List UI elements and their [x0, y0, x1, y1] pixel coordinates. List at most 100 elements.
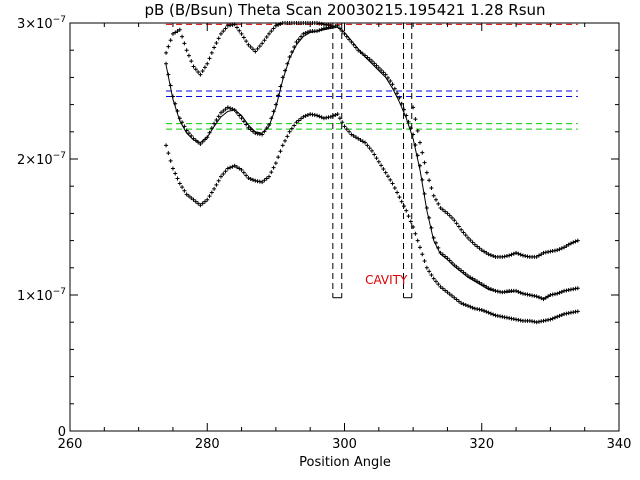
lower-point-38	[424, 265, 429, 270]
lower-point-29	[363, 140, 368, 145]
data-point-45	[472, 278, 477, 283]
plot-frame	[69, 22, 620, 432]
lower-point-26-1	[344, 127, 349, 132]
data-point-37-2	[422, 191, 427, 196]
upper-point-43	[534, 254, 539, 259]
lower-point-14-1	[262, 178, 267, 183]
lower-point-4-2	[196, 201, 201, 206]
lower-point-17	[280, 143, 285, 148]
x-tick-label-4: 340	[607, 437, 632, 452]
lower-point-14-2	[264, 176, 269, 181]
data-point-57-2	[559, 289, 564, 294]
lower-point-56-1	[550, 316, 555, 321]
upper-point-30	[445, 211, 450, 216]
data-point-41-1	[447, 258, 452, 263]
lower-point-15-2	[271, 165, 276, 170]
upper-point-12-1	[248, 45, 253, 50]
lower-point-3-1	[186, 194, 191, 199]
upper-point-34	[472, 242, 477, 247]
lower-point-56	[548, 317, 553, 322]
data-point-4	[191, 136, 196, 141]
lower-point-8	[218, 174, 223, 179]
data-point-6	[205, 135, 210, 140]
lower-point-40-1	[440, 286, 445, 291]
data-point-1-2	[175, 108, 180, 113]
data-point-54	[534, 294, 539, 299]
data-point-11-2	[244, 122, 249, 127]
data-point-18-1	[289, 50, 294, 55]
data-point-17-2	[285, 61, 290, 66]
data-point-26-2	[347, 37, 352, 42]
upper-point-26-1	[420, 150, 425, 155]
data-point-5	[198, 142, 203, 147]
lower-point-5-2	[202, 199, 207, 204]
data-point-0-2	[168, 83, 173, 88]
lower-point-18-2	[292, 123, 297, 128]
lower-point-46-2	[484, 309, 489, 314]
upper-point-4-1	[193, 67, 198, 72]
upper-point-29-2	[443, 209, 448, 214]
lower-point-19	[294, 120, 299, 125]
upper-point-35-1	[482, 249, 487, 254]
upper-point-33-2	[470, 240, 475, 245]
upper-point-35	[479, 248, 484, 253]
upper-point-32	[459, 227, 464, 232]
lower-point-0-2	[168, 158, 173, 163]
upper-point-30-2	[450, 215, 455, 220]
data-point-31-1	[379, 68, 384, 73]
upper-point-1	[170, 31, 175, 36]
lower-point-9	[225, 166, 230, 171]
data-point-42-1	[454, 264, 459, 269]
reference-vlines	[332, 23, 413, 299]
upper-point-46-1	[557, 247, 562, 252]
lower-point-7-1	[214, 182, 219, 187]
upper-point-16-2	[278, 21, 283, 26]
data-point-38-1	[427, 215, 432, 220]
data-point-47-2	[491, 288, 496, 293]
lower-point-43-2	[463, 302, 468, 307]
upper-point-7	[212, 45, 217, 50]
upper-point-47-1	[564, 244, 569, 249]
lower-point-4	[191, 197, 196, 202]
upper-point-6-2	[209, 50, 214, 55]
lower-point-42-2	[456, 299, 461, 304]
lower-point-7-2	[216, 178, 221, 183]
data-point-20	[301, 31, 306, 36]
data-point-44-2	[470, 276, 475, 281]
data-point-47	[486, 286, 491, 291]
data-point-51-2	[518, 290, 523, 295]
lower-point-30-2	[374, 156, 379, 161]
data-point-51-1	[516, 289, 521, 294]
y-tick-label-2: 2×10−7	[17, 151, 66, 168]
data-point-29-2	[367, 57, 372, 62]
fit-curve	[165, 26, 578, 300]
lower-point-9-2	[230, 164, 235, 169]
upper-point-36	[486, 252, 491, 257]
upper-point-40-2	[518, 252, 523, 257]
lower-point-34-1	[399, 199, 404, 204]
lower-point-44-1	[468, 304, 473, 309]
upper-point-1-2	[175, 29, 180, 34]
lower-point-7	[212, 186, 217, 191]
data-point-33-1	[392, 86, 397, 91]
lower-point-37-1	[420, 252, 425, 257]
lower-point-10	[232, 163, 237, 168]
lower-point-25-2	[340, 120, 345, 125]
upper-point-6-1	[207, 56, 212, 61]
data-point-26-1	[344, 34, 349, 39]
lower-point-39	[431, 276, 436, 281]
upper-point-34-2	[477, 246, 482, 251]
data-point-11-1	[241, 119, 246, 124]
data-point-42-2	[456, 266, 461, 271]
data-point-19-2	[299, 34, 304, 39]
data-point-34-2	[401, 107, 406, 112]
data-point-60	[575, 286, 580, 291]
lower-point-16-1	[276, 155, 281, 160]
data-point-6-1	[207, 130, 212, 135]
data-point-30	[369, 59, 374, 64]
data-point-20-2	[305, 30, 310, 35]
data-point-7	[212, 121, 217, 126]
upper-point-33-1	[468, 238, 473, 243]
data-point-28-2	[360, 51, 365, 56]
upper-point-4	[191, 64, 196, 69]
